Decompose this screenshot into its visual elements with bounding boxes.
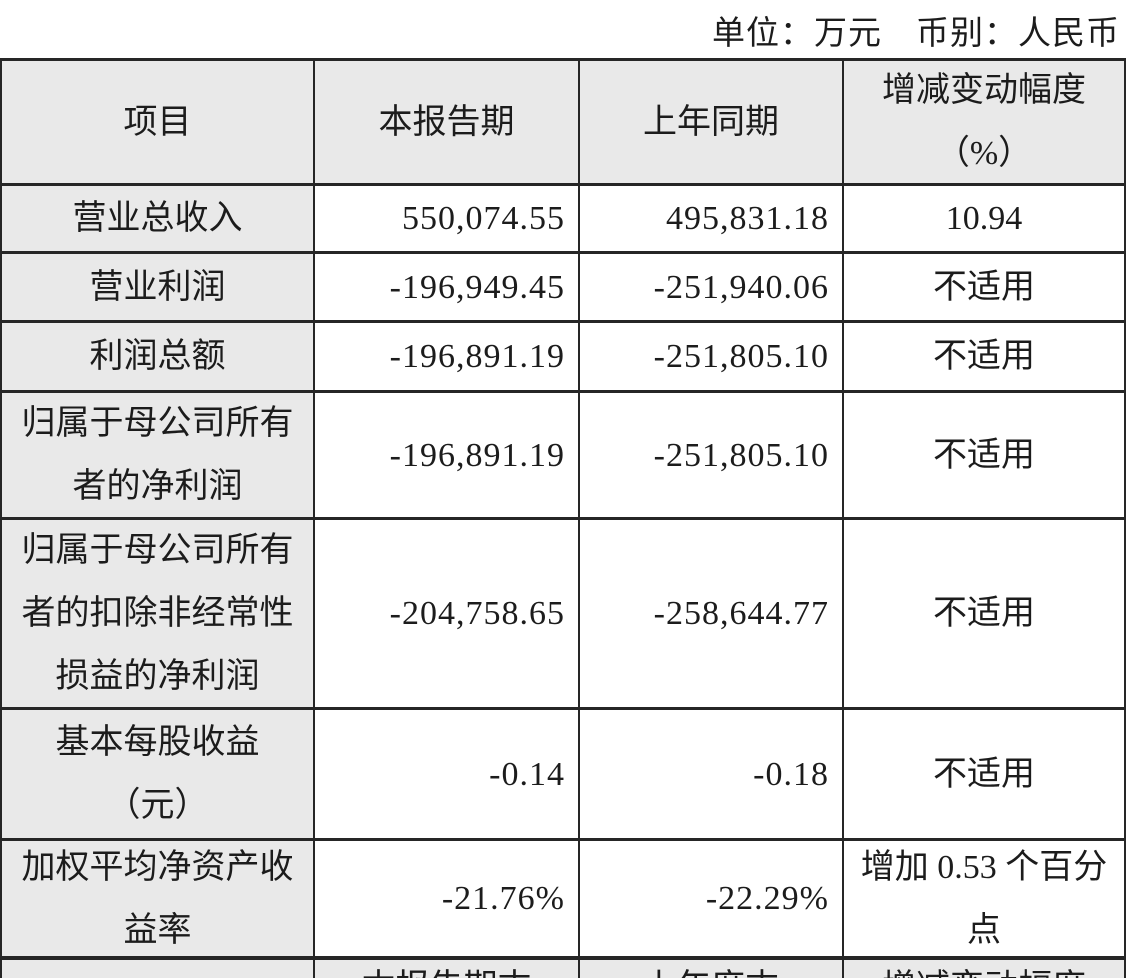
- header-prior-period: 上年同期: [578, 61, 842, 183]
- cell-item: [2, 960, 313, 978]
- cell-item: 营业利润: [2, 254, 313, 320]
- header-change: 增减变动幅度 （%）: [842, 61, 1124, 183]
- table-header-row: 项目 本报告期 上年同期 增减变动幅度 （%）: [2, 61, 1124, 186]
- cell-prior: -251,805.10: [578, 323, 842, 390]
- key-financials-table: 项目 本报告期 上年同期 增减变动幅度 （%） 营业总收入 550,074.55…: [0, 58, 1126, 978]
- cell-current: -0.14: [313, 710, 578, 838]
- cell-item: 归属于母公司所有 者的扣除非经常性 损益的净利润: [2, 520, 313, 707]
- cell-change: 不适用: [842, 323, 1124, 390]
- cell-current: -196,891.19: [313, 323, 578, 390]
- header-current-period: 本报告期: [313, 61, 578, 183]
- table-row: 营业总收入 550,074.55 495,831.18 10.94: [2, 186, 1124, 254]
- cell-prior: 495,831.18: [578, 186, 842, 251]
- cell-item: 加权平均净资产收 益率: [2, 841, 313, 956]
- cell-item: 利润总额: [2, 323, 313, 390]
- table-row: 归属于母公司所有 者的扣除非经常性 损益的净利润 -204,758.65 -25…: [2, 520, 1124, 710]
- cell-item: 营业总收入: [2, 186, 313, 251]
- cell-prior: -22.29%: [578, 841, 842, 956]
- cell-current: -21.76%: [313, 841, 578, 956]
- cell-prior: 上年度末: [578, 960, 842, 978]
- cell-change: 不适用: [842, 254, 1124, 320]
- cell-prior: -251,805.10: [578, 393, 842, 517]
- cell-current: -196,949.45: [313, 254, 578, 320]
- table-row-partial-next-section: 本报告期末 上年度末 增减变动幅度: [2, 960, 1124, 978]
- cell-change: 不适用: [842, 520, 1124, 707]
- cell-change: 增加 0.53 个百分 点: [842, 841, 1124, 956]
- table-row: 基本每股收益 （元） -0.14 -0.18 不适用: [2, 710, 1124, 841]
- cell-current: 本报告期末: [313, 960, 578, 978]
- table-row: 归属于母公司所有 者的净利润 -196,891.19 -251,805.10 不…: [2, 393, 1124, 520]
- cell-prior: -0.18: [578, 710, 842, 838]
- cell-prior: -258,644.77: [578, 520, 842, 707]
- table-caption-line: 单位：万元 币别：人民币: [0, 6, 1120, 54]
- cell-current: 550,074.55: [313, 186, 578, 251]
- cell-current: -196,891.19: [313, 393, 578, 517]
- cell-item: 归属于母公司所有 者的净利润: [2, 393, 313, 517]
- unit-label: 单位：万元: [712, 16, 882, 52]
- table-row: 利润总额 -196,891.19 -251,805.10 不适用: [2, 323, 1124, 393]
- header-item: 项目: [2, 61, 313, 183]
- currency-label: 币别：人民币: [916, 16, 1120, 52]
- table-row: 营业利润 -196,949.45 -251,940.06 不适用: [2, 254, 1124, 323]
- cell-change: 增减变动幅度: [842, 960, 1124, 978]
- table-row: 加权平均净资产收 益率 -21.76% -22.29% 增加 0.53 个百分 …: [2, 841, 1124, 960]
- cell-change: 不适用: [842, 710, 1124, 838]
- cell-change: 10.94: [842, 186, 1124, 251]
- cell-change: 不适用: [842, 393, 1124, 517]
- cell-item: 基本每股收益 （元）: [2, 710, 313, 838]
- cell-prior: -251,940.06: [578, 254, 842, 320]
- cell-current: -204,758.65: [313, 520, 578, 707]
